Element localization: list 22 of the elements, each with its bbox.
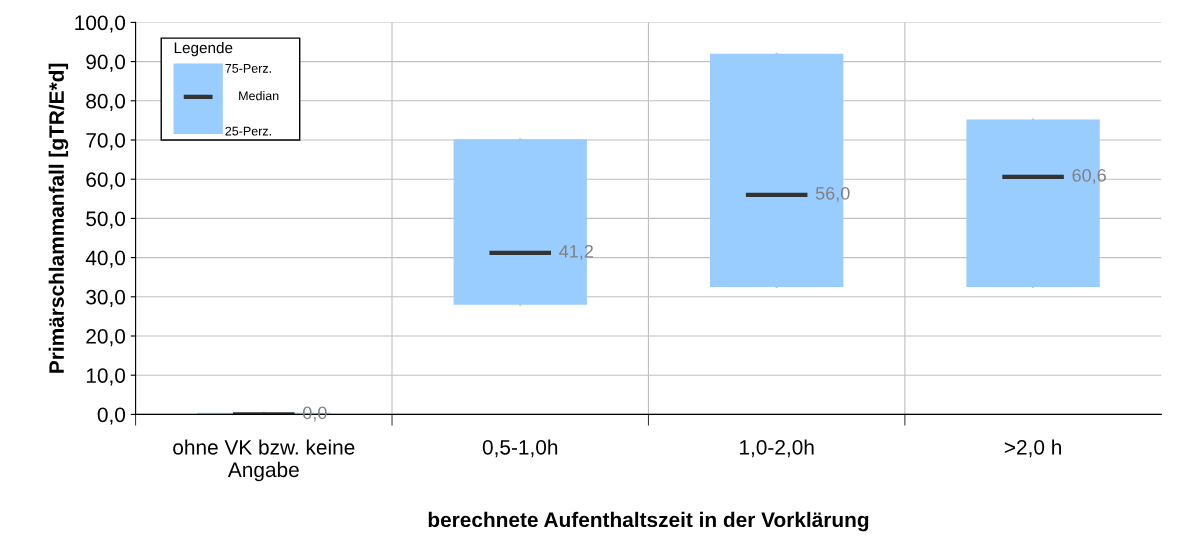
y-tick-label: 70,0 xyxy=(86,133,126,151)
annotation: 25-Perz. xyxy=(225,126,271,136)
x-tick-label: >2,0 h xyxy=(1004,439,1061,458)
y-tick-label: 90,0 xyxy=(86,54,126,72)
y-tick-label: 80,0 xyxy=(86,93,126,112)
annotation: 75-Perz. xyxy=(225,64,271,73)
x-tick-label: 0,5-1,0h xyxy=(482,439,558,458)
legend-title: Legende xyxy=(174,42,233,57)
y-tick-label: 60,0 xyxy=(86,172,126,190)
x-tick-label: 1,0-2,0h xyxy=(740,439,814,458)
y-axis-title: Primärschlammanfall [gTR/E*d] xyxy=(48,63,69,373)
annotation: Median xyxy=(239,91,279,101)
y-tick-label: 40,0 xyxy=(85,250,126,268)
y-tick-label: 100,0 xyxy=(75,15,126,33)
annotation: 60,6 xyxy=(1072,168,1106,184)
y-tick-label: 20,0 xyxy=(86,329,126,347)
x-tick-label: ohne VK bzw. keine Angabe xyxy=(173,439,355,482)
x-axis-title: berechnete Aufenthaltszeit in der Vorklärung xyxy=(428,511,869,532)
y-tick-label: 10,0 xyxy=(86,368,126,386)
y-tick-label: 0,0 xyxy=(97,407,126,425)
y-tick-label: 50,0 xyxy=(86,211,126,229)
y-tick-label: 30,0 xyxy=(86,289,126,308)
